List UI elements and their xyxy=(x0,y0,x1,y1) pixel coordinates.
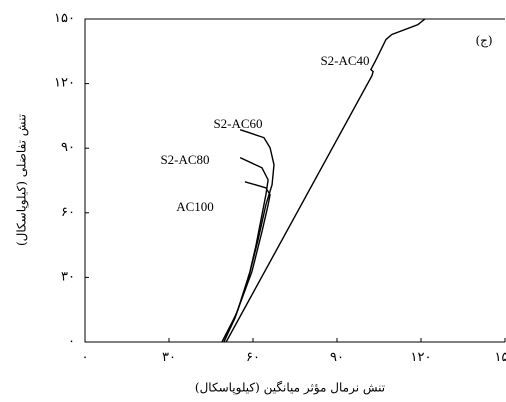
panel-label: (ج) xyxy=(475,34,492,48)
y-axis-label: تنش تفاضلی (کیلوپاسکال) xyxy=(15,114,29,246)
x-axis-label: تنش نرمال مؤثر میانگین (کیلوپاسکال) xyxy=(195,381,385,395)
series-label: AC100 xyxy=(176,199,214,214)
y-tick-label: ۱۲۰ xyxy=(54,75,75,90)
y-tick-label: ۱۵۰ xyxy=(54,10,75,25)
data-line xyxy=(221,181,271,343)
y-tick-label: ۹۰ xyxy=(61,139,75,154)
x-tick-label: ۳۰ xyxy=(162,349,176,364)
x-tick-label: ۱۵۰ xyxy=(495,349,506,364)
data-line xyxy=(223,157,269,343)
y-tick-label: ۰ xyxy=(68,333,75,348)
series-label: S2-AC40 xyxy=(320,53,369,68)
x-tick-label: ۱۲۰ xyxy=(411,349,432,364)
x-tick-label: ۶۰ xyxy=(246,349,260,364)
series-label: S2-AC60 xyxy=(213,116,262,131)
x-tick-label: ۰ xyxy=(82,349,89,364)
y-tick-label: ۳۰ xyxy=(61,268,75,283)
data-line xyxy=(225,18,426,343)
plot-frame xyxy=(84,18,505,343)
x-tick-label: ۹۰ xyxy=(330,349,344,364)
series-label: S2-AC80 xyxy=(160,152,209,167)
y-tick-label: ۶۰ xyxy=(61,204,75,219)
